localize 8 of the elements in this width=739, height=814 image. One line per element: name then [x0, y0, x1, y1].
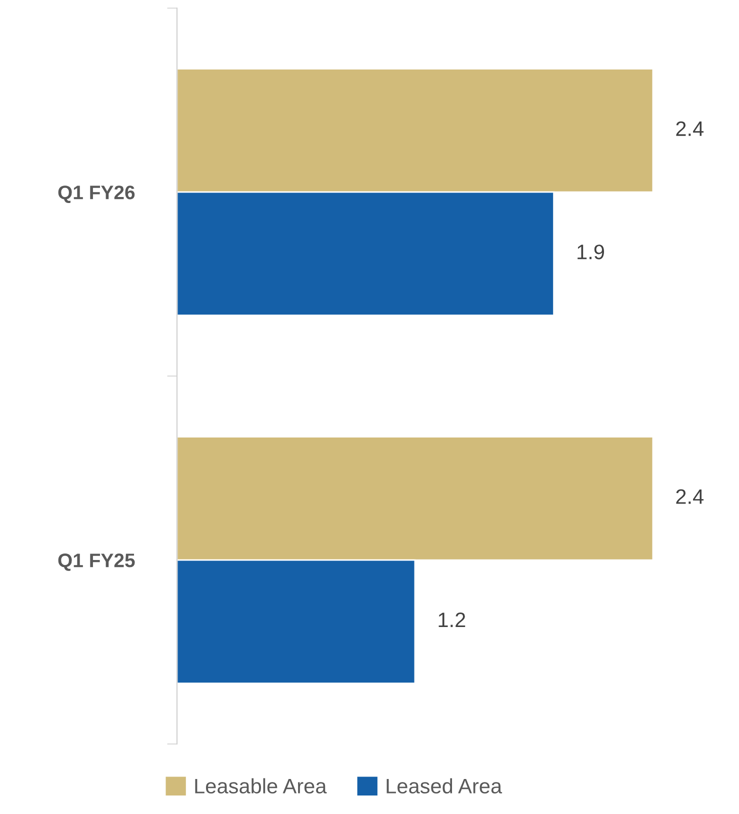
- y-tick-label: Q1 FY26: [58, 186, 135, 203]
- data-label: 1.9: [578, 244, 604, 260]
- data-label: 2.4: [676, 121, 704, 136]
- legend-label: Leasable Area: [195, 778, 327, 794]
- legend-label: Leased Area: [386, 778, 502, 794]
- data-label: 1.2: [438, 612, 466, 628]
- y-tick-label: Q1 FY25: [58, 554, 135, 571]
- data-label: 2.4: [676, 489, 704, 504]
